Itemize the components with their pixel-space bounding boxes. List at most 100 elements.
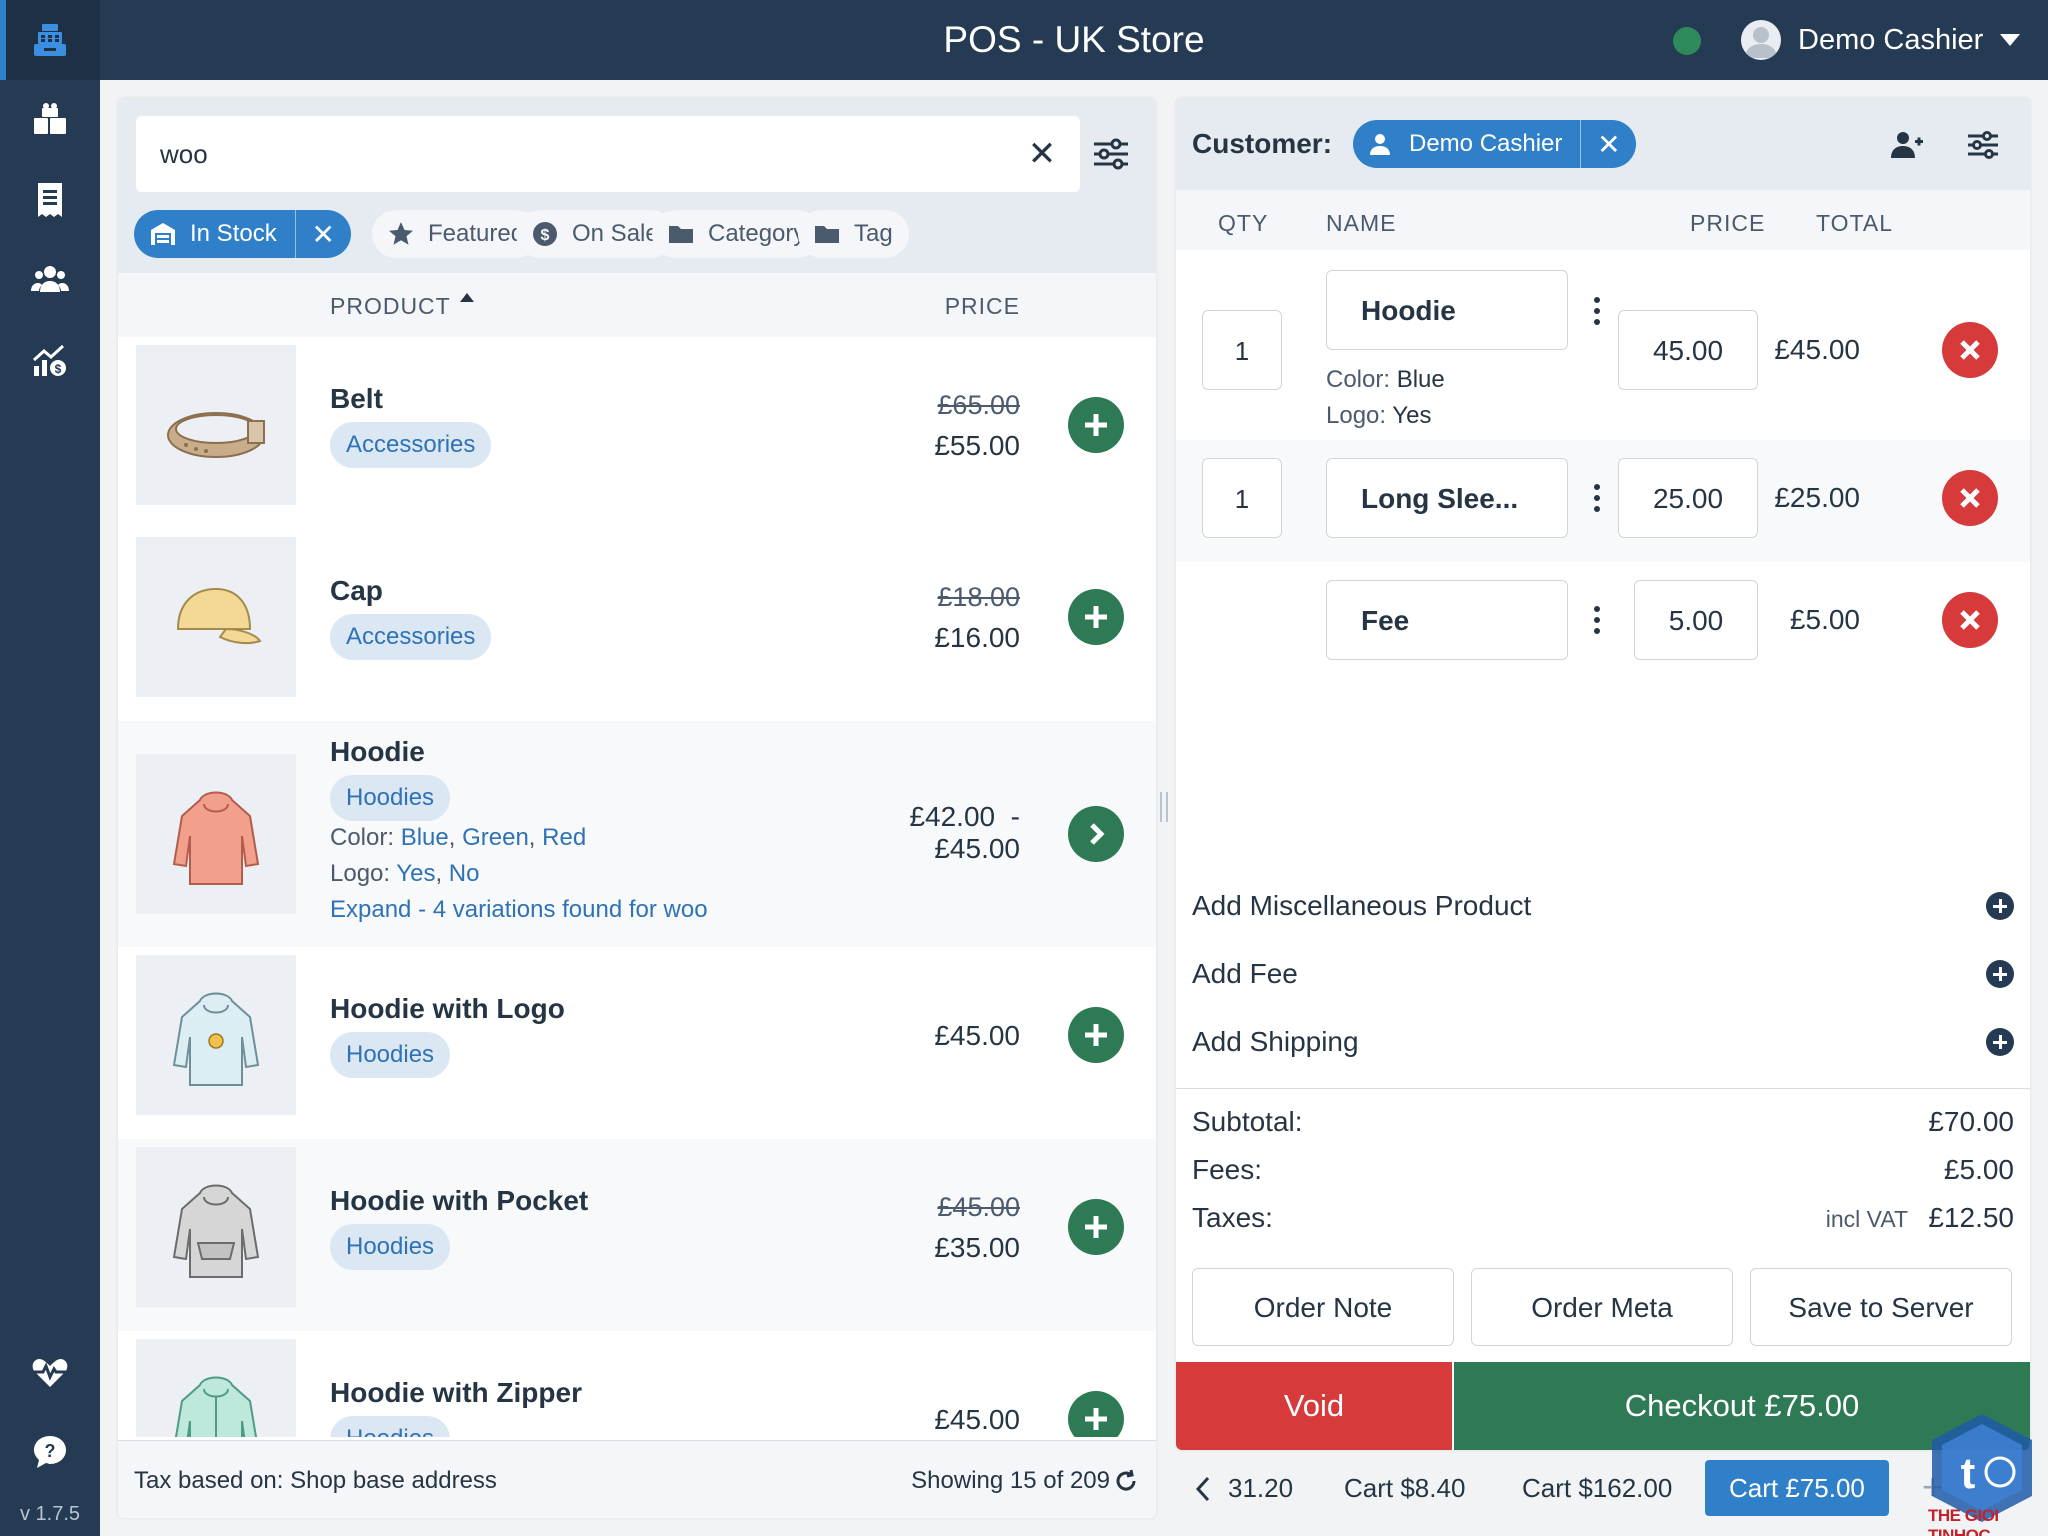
checkout-button[interactable]: Checkout £75.00 <box>1454 1362 2030 1450</box>
clear-search-icon[interactable]: ✕ <box>1027 135 1057 173</box>
line-price-input[interactable]: 45.00 <box>1618 310 1758 390</box>
cart-totals <box>1176 1088 2030 1099</box>
cart-tab[interactable]: Cart $162.00 <box>1522 1473 1673 1503</box>
void-button[interactable]: Void <box>1176 1362 1452 1450</box>
close-icon <box>1960 488 1980 508</box>
product-thumbnail <box>136 1147 296 1307</box>
expand-variations-button[interactable] <box>1068 806 1124 862</box>
sidebar-item-logs[interactable] <box>0 1332 100 1412</box>
add-to-cart-button[interactable] <box>1068 1007 1124 1063</box>
cart-line-item: 1 Long Slee... 25.00 £25.00 <box>1176 440 2030 562</box>
category-tag[interactable]: Accessories <box>330 614 492 660</box>
add-to-cart-button[interactable] <box>1068 397 1124 453</box>
warehouse-icon <box>151 223 175 245</box>
product-name[interactable]: Hoodie with Zipper <box>330 1377 582 1408</box>
category-tag[interactable]: Hoodies <box>330 1032 451 1078</box>
add-misc-product-row[interactable]: Add Miscellaneous Product <box>1192 876 2014 936</box>
add-to-cart-button[interactable] <box>1068 1391 1124 1437</box>
category-tag[interactable]: Hoodies <box>330 1224 451 1270</box>
watermark-text: THE GIOI TINHOC <box>1928 1506 1999 1536</box>
refresh-icon[interactable] <box>1114 1469 1138 1493</box>
products-list: Belt Accessories £65.00 £55.00 Cap Acces… <box>118 337 1156 1437</box>
category-tag[interactable]: Accessories <box>330 422 492 468</box>
line-name-input[interactable]: Hoodie <box>1326 270 1568 350</box>
category-tag[interactable]: Hoodies <box>330 1416 451 1437</box>
table-row: Hoodie with Zipper Hoodies £45.00 <box>118 1331 1156 1437</box>
attribute-option[interactable]: Red <box>542 824 587 851</box>
quantity-input[interactable]: 1 <box>1202 310 1282 390</box>
sidebar-item-support[interactable]: ? <box>0 1412 100 1492</box>
user-avatar-icon <box>1745 27 1777 58</box>
remove-line-button[interactable] <box>1942 592 1998 648</box>
attribute-option[interactable]: No <box>448 860 480 887</box>
filter-on-sale-label: On Sale <box>572 220 659 247</box>
remove-line-button[interactable] <box>1942 322 1998 378</box>
orders-icon <box>38 183 62 217</box>
plus-circle-icon[interactable] <box>1986 892 2014 920</box>
filter-in-stock[interactable]: In Stock ✕ <box>134 210 351 258</box>
sidebar-item-orders[interactable] <box>0 160 100 240</box>
expand-variations-link[interactable]: Expand - 4 variations found for woo <box>330 896 708 923</box>
filter-category[interactable]: Category <box>652 210 822 258</box>
product-name[interactable]: Hoodie with Logo <box>330 993 565 1024</box>
product-search-input[interactable] <box>160 116 980 192</box>
more-options-icon[interactable] <box>1592 296 1602 326</box>
filter-tag[interactable]: Tag <box>798 210 909 258</box>
sidebar-item-customers[interactable] <box>0 240 100 320</box>
sidebar-item-pos[interactable] <box>0 0 100 80</box>
add-to-cart-button[interactable] <box>1068 589 1124 645</box>
attribute-option[interactable]: Green <box>462 824 529 851</box>
customer-pill[interactable]: Demo Cashier ✕ <box>1353 120 1637 168</box>
showing-count: Showing 15 of 209 <box>911 1467 1110 1494</box>
products-toolbar: ✕ In Stock ✕ Featured $ On Sale Category… <box>118 98 1156 273</box>
products-icon <box>34 103 66 134</box>
filter-on-sale[interactable]: $ On Sale <box>516 210 675 258</box>
save-to-server-button[interactable]: Save to Server <box>1750 1268 2012 1346</box>
product-name[interactable]: Hoodie with Pocket <box>330 1185 589 1216</box>
fee-name-input[interactable]: Fee <box>1326 580 1568 660</box>
star-icon <box>389 222 413 245</box>
product-name[interactable]: Cap <box>330 575 383 606</box>
more-options-icon[interactable] <box>1592 483 1602 513</box>
add-customer-icon[interactable] <box>1890 128 1924 162</box>
products-settings-button[interactable] <box>1090 134 1132 174</box>
fee-amount-input[interactable]: 5.00 <box>1634 580 1758 660</box>
remove-customer-icon[interactable]: ✕ <box>1580 120 1636 168</box>
column-product[interactable]: PRODUCT <box>330 293 451 319</box>
product-name[interactable]: Hoodie <box>330 736 425 767</box>
remove-filter-icon[interactable]: ✕ <box>294 210 351 258</box>
sidebar-item-reports[interactable]: $ <box>0 320 100 400</box>
product-name[interactable]: Belt <box>330 383 383 414</box>
plus-circle-icon[interactable] <box>1986 960 2014 988</box>
cart-tab-active[interactable]: Cart £75.00 <box>1705 1460 1889 1516</box>
line-price-input[interactable]: 25.00 <box>1618 458 1758 538</box>
add-shipping-row[interactable]: Add Shipping <box>1192 1012 2014 1072</box>
watermark-logo: t <box>1932 1414 2032 1522</box>
user-avatar[interactable] <box>1741 20 1781 60</box>
add-fee-row[interactable]: Add Fee <box>1192 944 2014 1004</box>
hoodie-with-logo-image <box>172 992 260 1086</box>
category-tag[interactable]: Hoodies <box>330 775 451 821</box>
line-name-input[interactable]: Long Slee... <box>1326 458 1568 538</box>
sort-ascending-icon[interactable] <box>460 293 474 302</box>
column-price[interactable]: PRICE <box>944 293 1020 319</box>
remove-line-button[interactable] <box>1942 470 1998 526</box>
user-menu-name[interactable]: Demo Cashier <box>1798 24 1984 56</box>
sidebar-item-products[interactable] <box>0 80 100 160</box>
cart-tab[interactable]: Cart $8.40 <box>1344 1473 1466 1503</box>
order-meta-button[interactable]: Order Meta <box>1471 1268 1733 1346</box>
filter-tag-label: Tag <box>854 220 893 247</box>
cart-tab[interactable]: 31.20 <box>1228 1473 1294 1503</box>
add-to-cart-button[interactable] <box>1068 1199 1124 1255</box>
filter-featured[interactable]: Featured <box>372 210 541 258</box>
attribute-option[interactable]: Yes <box>396 860 436 887</box>
chevron-left-icon[interactable] <box>1192 1474 1214 1504</box>
order-note-button[interactable]: Order Note <box>1192 1268 1454 1346</box>
more-options-icon[interactable] <box>1592 605 1602 635</box>
plus-circle-icon[interactable] <box>1986 1028 2014 1056</box>
sliders-icon[interactable] <box>1966 128 2000 162</box>
panel-resize-handle[interactable] <box>1160 792 1168 822</box>
quantity-input[interactable]: 1 <box>1202 458 1282 538</box>
chevron-down-icon[interactable] <box>2000 34 2020 46</box>
attribute-option[interactable]: Blue <box>400 824 449 851</box>
